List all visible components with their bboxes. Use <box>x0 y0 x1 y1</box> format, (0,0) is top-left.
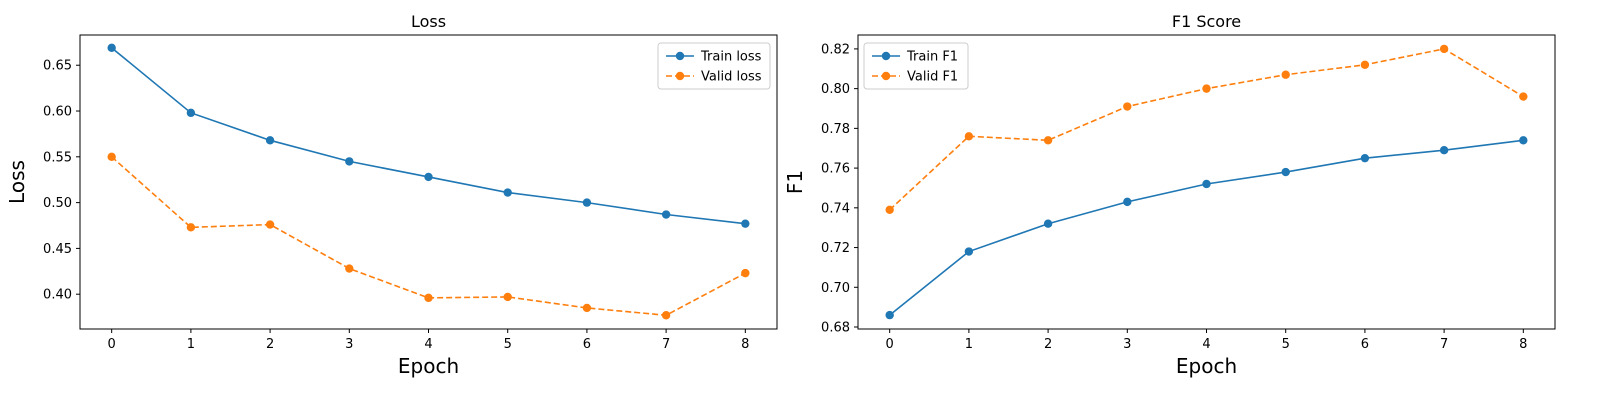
x-tick-label: 3 <box>345 337 353 352</box>
y-axis-label: Loss <box>5 160 29 204</box>
y-tick-label: 0.68 <box>821 321 850 336</box>
y-tick-label: 0.55 <box>43 150 72 165</box>
y-tick-label: 0.80 <box>821 82 850 97</box>
data-point <box>1519 92 1528 101</box>
data-point <box>265 220 275 229</box>
data-point <box>885 205 894 215</box>
legend-box <box>657 42 771 90</box>
x-tick-label: 3 <box>1123 337 1131 352</box>
data-point <box>265 136 275 145</box>
data-point <box>345 264 354 273</box>
y-tick-label: 0.40 <box>43 288 72 303</box>
x-tick-label: 1 <box>187 337 195 352</box>
x-tick-label: 0 <box>108 337 116 352</box>
data-point <box>661 311 671 320</box>
chart-title: F1 Score <box>1172 12 1241 31</box>
x-tick-label: 7 <box>1440 337 1448 352</box>
data-point <box>424 172 433 182</box>
data-point <box>1439 44 1449 54</box>
y-tick-label: 0.60 <box>43 105 72 120</box>
data-point <box>964 247 974 256</box>
data-point <box>741 219 750 228</box>
data-point <box>741 268 750 278</box>
data-point <box>964 132 974 141</box>
x-tick-label: 1 <box>965 337 973 352</box>
data-point <box>1043 219 1053 228</box>
x-tick-label: 2 <box>266 337 274 352</box>
data-point <box>503 292 512 302</box>
x-axis-label: Epoch <box>398 354 459 378</box>
x-tick-label: 4 <box>424 337 432 352</box>
data-point <box>186 223 196 232</box>
y-tick-label: 0.50 <box>43 196 72 211</box>
legend-box <box>863 42 969 90</box>
legend-swatch-marker <box>675 51 685 61</box>
data-point <box>582 303 592 313</box>
x-tick-label: 8 <box>741 337 749 352</box>
chart-title: Loss <box>411 12 446 31</box>
legend: Train F1 Valid F1 <box>863 42 969 90</box>
x-axis-label: Epoch <box>1176 354 1237 378</box>
data-point <box>1360 153 1370 163</box>
x-tick-label: 0 <box>886 337 894 352</box>
data-point <box>885 310 894 320</box>
data-point <box>107 43 116 53</box>
y-tick-label: 0.45 <box>43 242 72 257</box>
data-point <box>1043 136 1053 145</box>
x-tick-label: 8 <box>1519 337 1527 352</box>
data-point <box>1123 197 1132 207</box>
y-tick-label: 0.65 <box>43 59 72 74</box>
data-point <box>424 293 433 303</box>
x-tick-label: 5 <box>1282 337 1290 352</box>
data-point <box>1519 136 1528 145</box>
y-tick-label: 0.72 <box>821 241 850 256</box>
data-point <box>582 198 592 207</box>
x-tick-label: 5 <box>504 337 512 352</box>
data-point <box>186 108 196 118</box>
legend-label: Train loss <box>700 50 762 65</box>
legend-swatch-marker <box>881 51 891 61</box>
y-tick-label: 0.70 <box>821 281 850 296</box>
data-point <box>107 152 116 162</box>
legend-swatch-marker <box>881 71 891 81</box>
chart-panel-0: Loss 0 1 2 3 4 5 6 7 8 0.40 0.45 0.50 0.55 0.60 0.65 Epo… <box>5 12 778 378</box>
legend-label: Train F1 <box>906 50 958 65</box>
x-tick-label: 7 <box>662 337 670 352</box>
data-point <box>1281 70 1290 79</box>
y-axis-label: F1 <box>783 170 807 194</box>
series-line-0 <box>111 47 746 225</box>
y-tick-label: 0.74 <box>821 201 850 216</box>
x-tick-label: 6 <box>583 337 591 352</box>
data-point <box>1439 146 1449 155</box>
data-point <box>1123 102 1132 111</box>
data-point <box>1202 84 1211 93</box>
data-point <box>1360 60 1370 69</box>
data-point <box>503 188 512 197</box>
x-tick-label: 4 <box>1202 337 1210 352</box>
data-point <box>1202 179 1211 189</box>
x-tick-label: 2 <box>1044 337 1052 352</box>
legend-swatch-marker <box>675 71 685 81</box>
y-tick-label: 0.76 <box>821 162 850 177</box>
x-tick-label: 6 <box>1361 337 1369 352</box>
legend-label: Valid loss <box>701 70 762 85</box>
chart-panel-1: F1 Score 0 1 2 3 4 5 6 7 8 0.68 0.70 0.72 0.74 0.76 0.7… <box>783 12 1556 378</box>
data-point <box>345 157 354 166</box>
y-tick-label: 0.82 <box>821 42 850 57</box>
legend-label: Valid F1 <box>907 70 958 85</box>
data-point <box>661 210 671 219</box>
series-line-0 <box>889 139 1524 316</box>
y-tick-label: 0.78 <box>821 122 850 137</box>
data-point <box>1281 167 1290 177</box>
legend: Train loss Valid loss <box>657 42 771 90</box>
